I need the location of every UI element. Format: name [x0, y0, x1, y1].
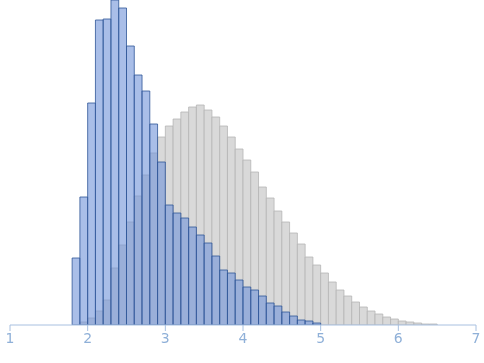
- svg-text:1: 1: [8, 330, 14, 346]
- svg-text:3: 3: [161, 330, 170, 346]
- svg-text:7: 7: [472, 330, 476, 346]
- svg-text:4: 4: [239, 330, 248, 346]
- svg-text:6: 6: [394, 330, 403, 346]
- svg-text:5: 5: [316, 330, 325, 346]
- svg-text:2: 2: [83, 330, 92, 346]
